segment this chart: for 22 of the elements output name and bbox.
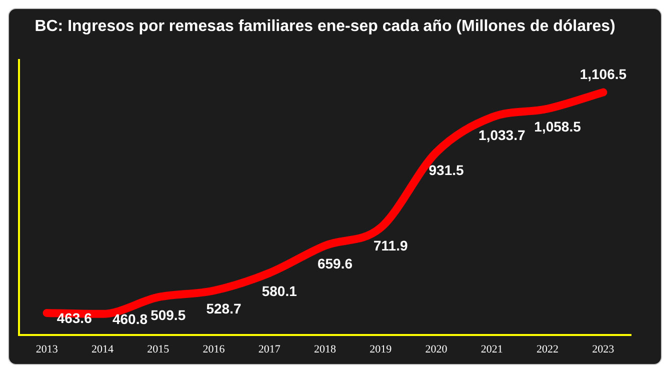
x-tick-label: 2016 (202, 343, 226, 356)
data-label: 580.1 (262, 282, 298, 299)
data-label: 931.5 (428, 162, 464, 178)
data-label: 1,058.5 (534, 118, 582, 135)
x-tick-label: 2014 (91, 343, 114, 356)
x-tick-label: 2013 (36, 343, 58, 356)
x-tick-label: 2023 (592, 343, 615, 356)
x-tick-label: 2021 (480, 343, 503, 356)
data-label: 1,106.5 (580, 66, 627, 82)
x-tick-label: 2017 (258, 343, 281, 356)
x-tick-label: 2022 (536, 343, 559, 356)
data-label: 460.8 (112, 310, 148, 327)
data-label: 528.7 (206, 300, 242, 316)
data-label: 659.6 (317, 256, 353, 272)
data-label: 509.5 (150, 307, 186, 324)
data-label: 711.9 (374, 238, 408, 254)
x-tick-label: 2019 (370, 343, 392, 356)
x-tick-label: 2018 (314, 343, 336, 356)
chart-title: BC: Ingresos por remesas familiares ene-sep cada año (Millones de dólares) (34, 18, 616, 36)
x-tick-label: 2015 (147, 343, 170, 356)
data-label: 1,033.7 (478, 127, 526, 144)
x-tick-label: 2020 (425, 343, 448, 356)
